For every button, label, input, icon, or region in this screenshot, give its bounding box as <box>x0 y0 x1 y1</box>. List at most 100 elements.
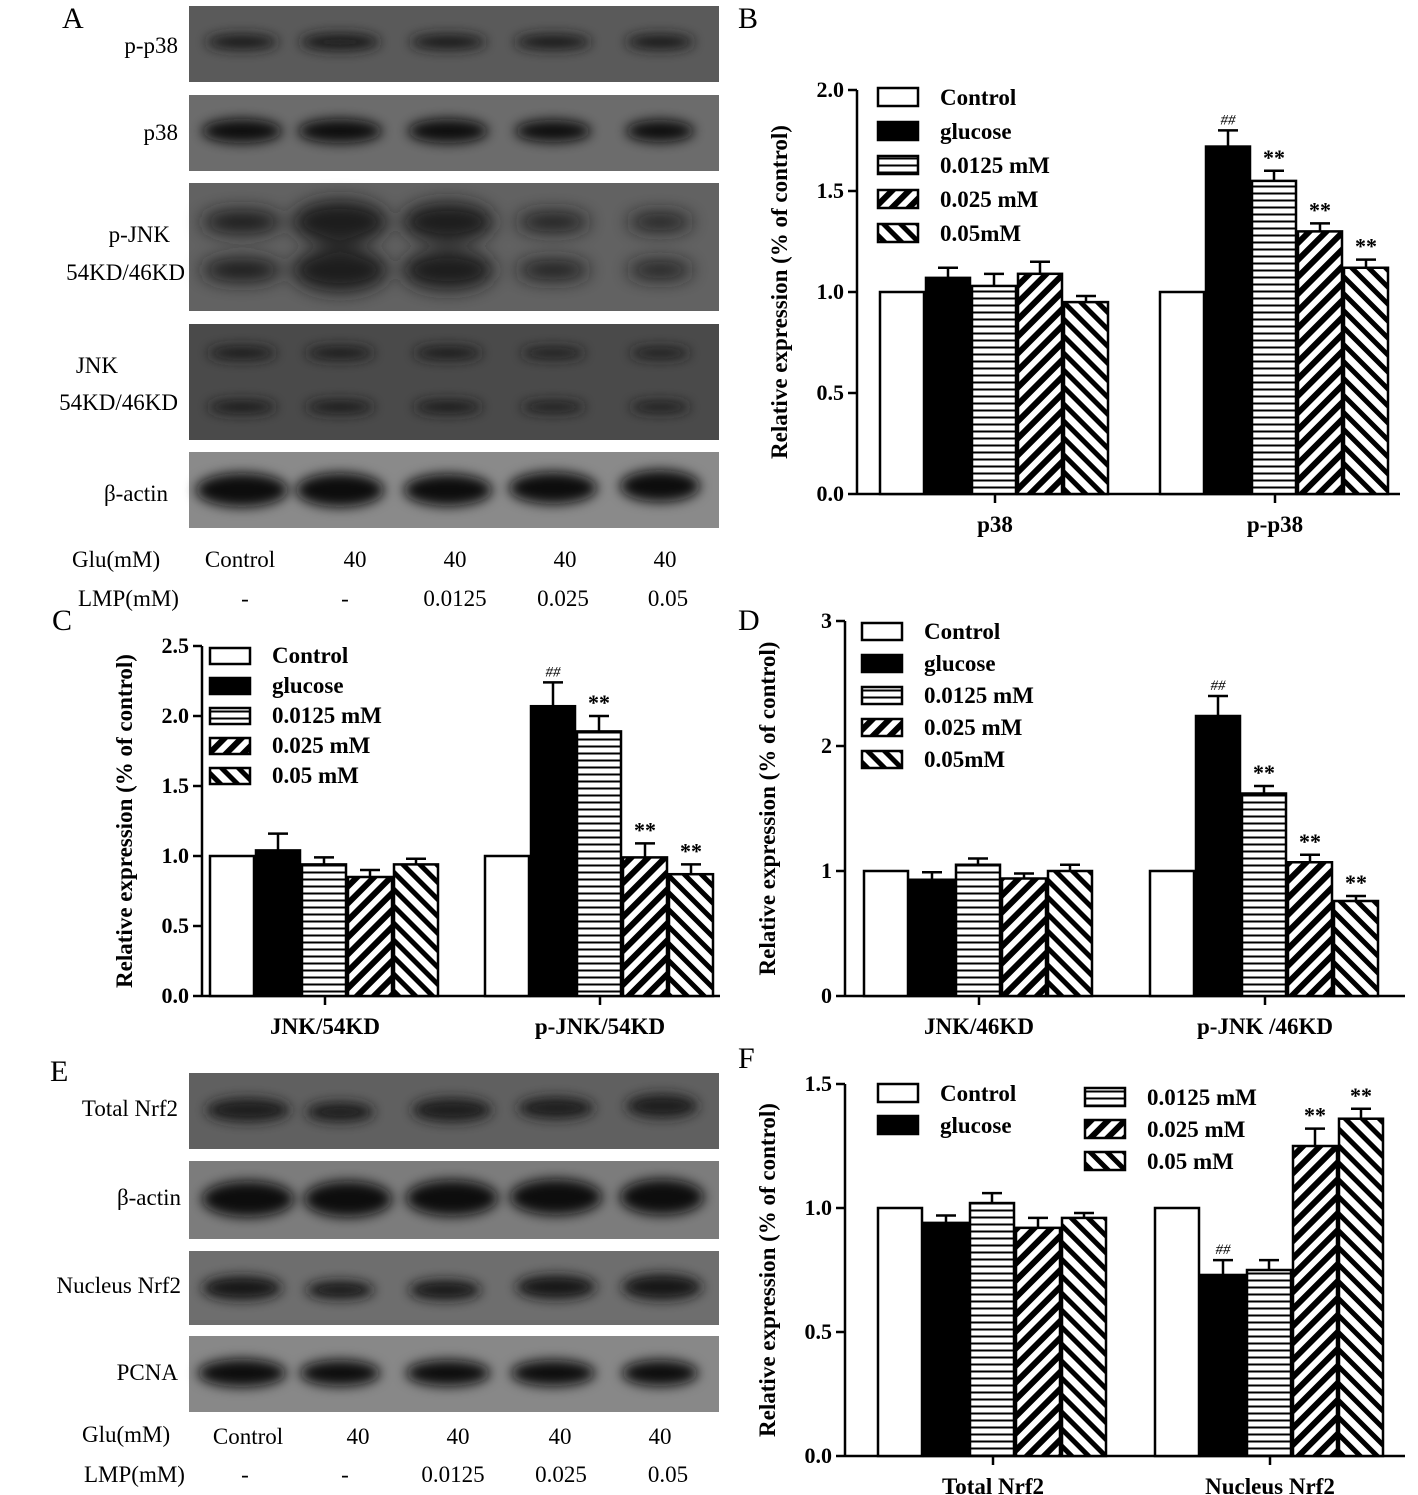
y-tick-label: 0.5 <box>817 380 845 405</box>
bar-f-1-2 <box>1245 1268 1293 1458</box>
y-axis-label: Relative expression (% of control) <box>767 125 792 459</box>
blot-label-nucleus-nrf2: Nucleus Nrf2 <box>56 1273 181 1298</box>
legend-label: Control <box>924 619 1000 644</box>
panel-e-letter: E <box>50 1055 69 1088</box>
legend-swatch <box>1083 1118 1127 1140</box>
legend-label: 0.05 mM <box>1147 1149 1234 1174</box>
bar-c-1-4 <box>667 872 715 998</box>
legend-swatch <box>876 86 920 108</box>
blot-label-p-jnk-sizes: 54KD/46KD <box>66 260 185 285</box>
glu-row-label-e: Glu(mM) <box>82 1422 171 1447</box>
significance-mark: ## <box>1211 678 1227 694</box>
y-tick-label: 1.0 <box>805 1195 833 1220</box>
bar-b-0-0 <box>878 290 926 496</box>
legend-label: 0.025 mM <box>940 187 1039 212</box>
y-tick-label: 0 <box>821 983 832 1008</box>
y-tick-label: 2.5 <box>162 633 190 658</box>
significance-mark: ## <box>1216 1242 1232 1258</box>
bar-b-0-3 <box>1016 272 1064 496</box>
significance-mark: ** <box>680 838 702 863</box>
blot-p38 <box>189 95 719 171</box>
significance-mark: ** <box>1345 870 1367 895</box>
lmp-row-label-e: LMP(mM) <box>84 1462 185 1487</box>
lmp-lane-3-e: 0.0125 <box>421 1462 485 1487</box>
legend-swatch <box>208 766 252 786</box>
lmp-lane-2-a: - <box>341 586 349 611</box>
bar-d-0-2 <box>954 863 1002 998</box>
y-tick-label: 2 <box>821 733 832 758</box>
bar-b-1-3 <box>1296 230 1344 496</box>
legend-swatch <box>860 749 904 770</box>
legend-swatch <box>208 706 252 726</box>
legend-label: 0.05mM <box>940 221 1021 246</box>
y-tick-label: 1.5 <box>162 773 190 798</box>
panel-c-letter: C <box>52 604 73 637</box>
significance-mark: ## <box>546 664 562 680</box>
y-tick-label: 0.0 <box>817 481 845 506</box>
blot-label-jnk: JNK <box>75 353 118 378</box>
legend-label: Control <box>940 1081 1016 1106</box>
significance-mark: ** <box>1253 760 1275 785</box>
glu-lane-4-e: 40 <box>548 1424 572 1449</box>
legend-swatch <box>860 621 904 642</box>
bar-c-0-3 <box>346 875 394 998</box>
significance-mark: ** <box>1299 829 1321 854</box>
y-tick-label: 3 <box>821 610 832 633</box>
bar-d-0-3 <box>1000 877 1048 998</box>
legend-label: glucose <box>272 673 344 698</box>
panel-a-letter: A <box>62 2 84 35</box>
legend-swatch <box>208 646 252 666</box>
glu-row-label-a: Glu(mM) <box>72 547 161 572</box>
blot-p-jnk <box>189 183 719 311</box>
blot-label-beta-actin-e: β-actin <box>116 1185 181 1210</box>
legend-swatch <box>860 653 904 674</box>
chart-panel-c: 0.0 0.5 1.0 1.5 2.0 2.5 Relative expression (%… <box>112 633 720 1039</box>
lmp-lane-4-e: 0.025 <box>535 1462 587 1487</box>
significance-mark: ** <box>1263 145 1285 170</box>
bar-b-1-2 <box>1250 179 1298 496</box>
glu-lane-5-a: 40 <box>653 547 677 572</box>
y-tick-label: 1.5 <box>817 178 845 203</box>
bar-c-0-2 <box>300 863 348 998</box>
legend-label: glucose <box>924 651 996 676</box>
chart-panel-d: 0 1 2 3 Relative expression (% of control) JN… <box>755 610 1405 1039</box>
legend-swatch <box>1083 1150 1127 1172</box>
bar-d-1-3 <box>1286 861 1334 998</box>
legend-label: 0.0125 mM <box>272 703 382 728</box>
blot-label-jnk-sizes: 54KD/46KD <box>59 390 178 415</box>
legend-swatch <box>876 1114 920 1136</box>
legend-swatch <box>860 685 904 706</box>
blot-label-beta-actin-a: β-actin <box>103 481 168 506</box>
x-category-label: JNK/46KD <box>924 1014 1034 1039</box>
significance-mark: ** <box>634 817 656 842</box>
bar-b-1-0 <box>1158 290 1206 496</box>
x-category-label: JNK/54KD <box>270 1014 380 1039</box>
panel-b-letter: B <box>738 2 759 35</box>
significance-mark: ** <box>1350 1083 1372 1108</box>
legend-swatch <box>876 120 920 142</box>
blot-p-p38 <box>189 6 719 82</box>
y-tick-label: 0.5 <box>162 913 190 938</box>
bar-c-0-1 <box>254 849 302 998</box>
bar-f-0-2 <box>968 1201 1016 1458</box>
significance-mark: ** <box>588 690 610 715</box>
bar-d-1-0 <box>1148 869 1196 998</box>
blot-label-p38: p38 <box>143 120 179 145</box>
significance-mark: ** <box>1309 197 1331 222</box>
bar-d-0-1 <box>908 878 956 998</box>
panel-f-letter: F <box>738 1042 755 1075</box>
legend-label: Control <box>940 85 1016 110</box>
legend-label: glucose <box>940 119 1012 144</box>
legend-label: 0.05 mM <box>272 763 359 788</box>
significance-mark: ** <box>1355 234 1377 259</box>
bar-f-0-1 <box>922 1221 970 1458</box>
legend-label: 0.025 mM <box>924 715 1023 740</box>
blot-label-p-p38: p-p38 <box>124 33 178 58</box>
y-tick-label: 0.0 <box>805 1443 833 1468</box>
blot-total-nrf2 <box>189 1073 719 1149</box>
legend-swatch <box>208 676 252 696</box>
glu-lane-4-a: 40 <box>553 547 577 572</box>
lmp-lane-5-a: 0.05 <box>647 586 689 611</box>
x-category-label: Nucleus Nrf2 <box>1205 1474 1335 1495</box>
y-axis-label: Relative expression (% of control) <box>755 1103 780 1437</box>
